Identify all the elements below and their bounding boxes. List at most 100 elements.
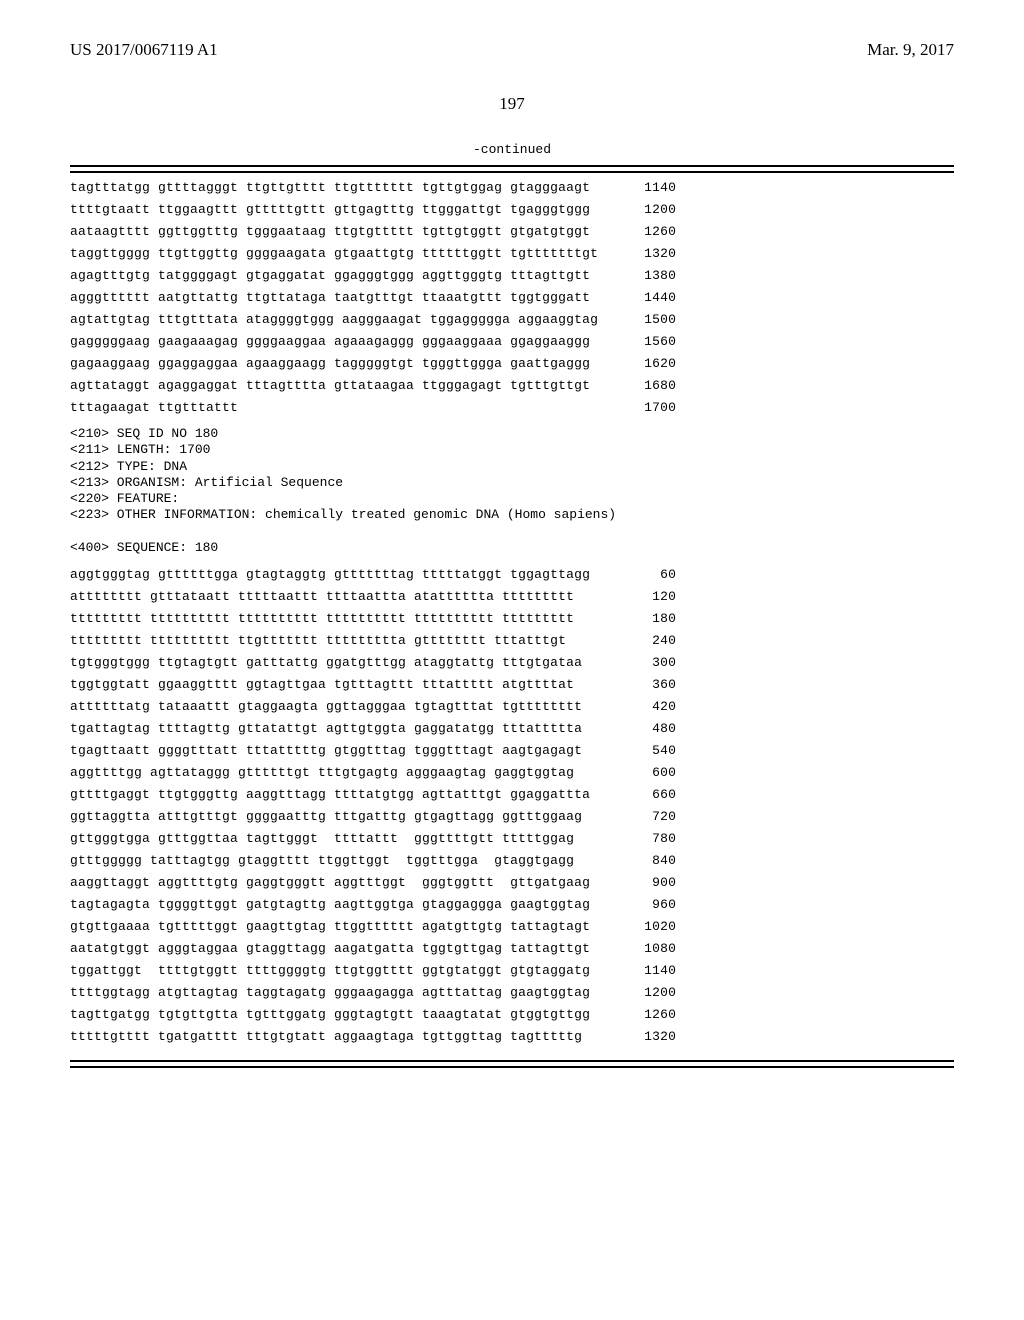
sequence-position: 240 bbox=[616, 634, 676, 647]
sequence-position: 900 bbox=[616, 876, 676, 889]
sequence-row: agttataggt agaggaggat tttagtttta gttataa… bbox=[70, 379, 954, 392]
sequence-row: gttgggtgga gtttggttaa tagttgggt ttttattt… bbox=[70, 832, 954, 845]
sequence-position: 540 bbox=[616, 744, 676, 757]
sequence-row: gttttgaggt ttgtgggttg aaggtttagg ttttatg… bbox=[70, 788, 954, 801]
sequence-position: 1620 bbox=[616, 357, 676, 370]
sequence-row: aaggttaggt aggttttgtg gaggtgggtt aggtttg… bbox=[70, 876, 954, 889]
sequence-text: tggattggt ttttgtggtt ttttggggtg ttgtggtt… bbox=[70, 964, 598, 977]
sequence-position: 1260 bbox=[616, 1008, 676, 1021]
sequence-row: gagaaggaag ggaggaggaa agaaggaagg taggggg… bbox=[70, 357, 954, 370]
sequence-row: tgattagtag ttttagttg gttatattgt agttgtgg… bbox=[70, 722, 954, 735]
sequence-position: 60 bbox=[616, 568, 676, 581]
sequence-position: 1500 bbox=[616, 313, 676, 326]
sequence-row: tttagaagat ttgtttattt 1700 bbox=[70, 401, 954, 414]
sequence-text: tagtagagta tggggttggt gatgtagttg aagttgg… bbox=[70, 898, 598, 911]
sequence-position: 1700 bbox=[616, 401, 676, 414]
pub-date: Mar. 9, 2017 bbox=[867, 40, 954, 60]
sequence-block-1: tagtttatgg gttttagggt ttgttgtttt ttgtttt… bbox=[70, 181, 954, 414]
sequence-text: tagtttatgg gttttagggt ttgttgtttt ttgtttt… bbox=[70, 181, 598, 194]
sequence-position: 360 bbox=[616, 678, 676, 691]
sequence-row: agagtttgtg tatggggagt gtgaggatat ggagggt… bbox=[70, 269, 954, 282]
sequence-row: ttttttttt tttttttttt ttgttttttt tttttttt… bbox=[70, 634, 954, 647]
sequence-row: tttttgtttt tgatgatttt tttgtgtatt aggaagt… bbox=[70, 1030, 954, 1043]
sequence-position: 720 bbox=[616, 810, 676, 823]
sequence-row: tagtagagta tggggttggt gatgtagttg aagttgg… bbox=[70, 898, 954, 911]
sequence-row: tgagttaatt ggggtttatt tttatttttg gtggttt… bbox=[70, 744, 954, 757]
sequence-text: taggttgggg ttgttggttg ggggaagata gtgaatt… bbox=[70, 247, 598, 260]
sequence-position: 180 bbox=[616, 612, 676, 625]
sequence-text: aaggttaggt aggttttgtg gaggtgggtt aggtttg… bbox=[70, 876, 598, 889]
sequence-row: ttttggtagg atgttagtag taggtagatg gggaaga… bbox=[70, 986, 954, 999]
sequence-position: 1440 bbox=[616, 291, 676, 304]
sequence-row: ttttgtaatt ttggaagttt gtttttgttt gttgagt… bbox=[70, 203, 954, 216]
sequence-row: tagttgatgg tgtgttgtta tgtttggatg gggtagt… bbox=[70, 1008, 954, 1021]
page-header: US 2017/0067119 A1 Mar. 9, 2017 bbox=[70, 40, 954, 60]
sequence-text: ttttttttt tttttttttt tttttttttt tttttttt… bbox=[70, 612, 598, 625]
sequence-text: agggtttttt aatgttattg ttgttataga taatgtt… bbox=[70, 291, 598, 304]
sequence-text: ttttttttt tttttttttt ttgttttttt tttttttt… bbox=[70, 634, 598, 647]
sequence-row: aataagtttt ggttggtttg tgggaataag ttgtgtt… bbox=[70, 225, 954, 238]
sequence-position: 960 bbox=[616, 898, 676, 911]
sequence-text: atttttttt gtttataatt tttttaattt ttttaatt… bbox=[70, 590, 598, 603]
sequence-text: ggttaggtta atttgtttgt ggggaatttg tttgatt… bbox=[70, 810, 598, 823]
sequence-position: 120 bbox=[616, 590, 676, 603]
sequence-position: 420 bbox=[616, 700, 676, 713]
sequence-text: gttttgaggt ttgtgggttg aaggtttagg ttttatg… bbox=[70, 788, 598, 801]
sequence-row: agtattgtag tttgtttata ataggggtggg aaggga… bbox=[70, 313, 954, 326]
sequence-text: tttagaagat ttgtttattt bbox=[70, 401, 598, 414]
sequence-text: gtgttgaaaa tgtttttggt gaagttgtag ttggttt… bbox=[70, 920, 598, 933]
sequence-position: 1140 bbox=[616, 181, 676, 194]
sequence-row: tggtggtatt ggaaggtttt ggtagttgaa tgtttag… bbox=[70, 678, 954, 691]
sequence-text: gagaaggaag ggaggaggaa agaaggaagg taggggg… bbox=[70, 357, 598, 370]
sequence-text: aatatgtggt agggtaggaa gtaggttagg aagatga… bbox=[70, 942, 598, 955]
sequence-position: 1260 bbox=[616, 225, 676, 238]
sequence-row: aggtgggtag gttttttgga gtagtaggtg gtttttt… bbox=[70, 568, 954, 581]
sequence-text: gttgggtgga gtttggttaa tagttgggt ttttattt… bbox=[70, 832, 598, 845]
sequence-position: 660 bbox=[616, 788, 676, 801]
sequence-row: aatatgtggt agggtaggaa gtaggttagg aagatga… bbox=[70, 942, 954, 955]
sequence-text: aataagtttt ggttggtttg tgggaataag ttgtgtt… bbox=[70, 225, 598, 238]
sequence-text: ttttggtagg atgttagtag taggtagatg gggaaga… bbox=[70, 986, 598, 999]
sequence-row: agggtttttt aatgttattg ttgttataga taatgtt… bbox=[70, 291, 954, 304]
sequence-position: 1380 bbox=[616, 269, 676, 282]
sequence-position: 1680 bbox=[616, 379, 676, 392]
pub-number: US 2017/0067119 A1 bbox=[70, 40, 218, 60]
sequence-text: tttttgtttt tgatgatttt tttgtgtatt aggaagt… bbox=[70, 1030, 598, 1043]
sequence-position: 1320 bbox=[616, 247, 676, 260]
sequence-position: 780 bbox=[616, 832, 676, 845]
sequence-text: aggttttgg agttataggg gttttttgt tttgtgagt… bbox=[70, 766, 598, 779]
sequence-position: 1020 bbox=[616, 920, 676, 933]
sequence-position: 480 bbox=[616, 722, 676, 735]
sequence-row: taggttgggg ttgttggttg ggggaagata gtgaatt… bbox=[70, 247, 954, 260]
sequence-text: gtttggggg tatttagtgg gtaggtttt ttggttggt… bbox=[70, 854, 598, 867]
sequence-row: gtttggggg tatttagtgg gtaggtttt ttggttggt… bbox=[70, 854, 954, 867]
sequence-text: tgattagtag ttttagttg gttatattgt agttgtgg… bbox=[70, 722, 598, 735]
sequence-position: 1140 bbox=[616, 964, 676, 977]
sequence-row: aggttttgg agttataggg gttttttgt tttgtgagt… bbox=[70, 766, 954, 779]
sequence-row: gagggggaag gaagaaagag ggggaaggaa agaaaga… bbox=[70, 335, 954, 348]
sequence-block-2: aggtgggtag gttttttgga gtagtaggtg gtttttt… bbox=[70, 568, 954, 1043]
sequence-text: agtattgtag tttgtttata ataggggtggg aaggga… bbox=[70, 313, 598, 326]
page: US 2017/0067119 A1 Mar. 9, 2017 197 -con… bbox=[0, 0, 1024, 1132]
bottom-rule bbox=[70, 1060, 954, 1068]
sequence-row: attttttatg tataaattt gtaggaagta ggttaggg… bbox=[70, 700, 954, 713]
sequence-row: ggttaggtta atttgtttgt ggggaatttg tttgatt… bbox=[70, 810, 954, 823]
sequence-text: ttttgtaatt ttggaagttt gtttttgttt gttgagt… bbox=[70, 203, 598, 216]
sequence-text: tggtggtatt ggaaggtttt ggtagttgaa tgtttag… bbox=[70, 678, 598, 691]
sequence-text: tagttgatgg tgtgttgtta tgtttggatg gggtagt… bbox=[70, 1008, 598, 1021]
sequence-metadata: <210> SEQ ID NO 180 <211> LENGTH: 1700 <… bbox=[70, 426, 954, 556]
sequence-position: 1200 bbox=[616, 203, 676, 216]
sequence-position: 840 bbox=[616, 854, 676, 867]
continued-label: -continued bbox=[70, 142, 954, 157]
sequence-text: gagggggaag gaagaaagag ggggaaggaa agaaaga… bbox=[70, 335, 598, 348]
sequence-text: agttataggt agaggaggat tttagtttta gttataa… bbox=[70, 379, 598, 392]
sequence-text: attttttatg tataaattt gtaggaagta ggttaggg… bbox=[70, 700, 598, 713]
sequence-text: tgagttaatt ggggtttatt tttatttttg gtggttt… bbox=[70, 744, 598, 757]
sequence-position: 1320 bbox=[616, 1030, 676, 1043]
top-rule bbox=[70, 165, 954, 173]
sequence-text: agagtttgtg tatggggagt gtgaggatat ggagggt… bbox=[70, 269, 598, 282]
sequence-position: 1560 bbox=[616, 335, 676, 348]
sequence-position: 600 bbox=[616, 766, 676, 779]
page-number: 197 bbox=[70, 94, 954, 114]
sequence-row: gtgttgaaaa tgtttttggt gaagttgtag ttggttt… bbox=[70, 920, 954, 933]
